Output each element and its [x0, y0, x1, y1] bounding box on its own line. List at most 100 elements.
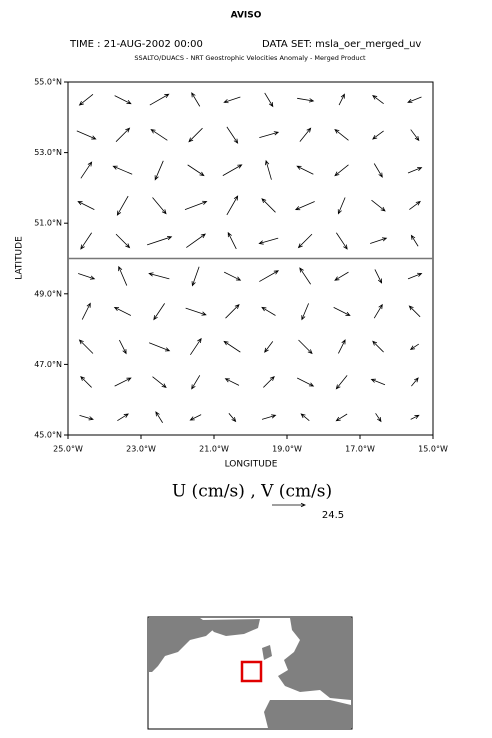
- vector-arrow: [407, 166, 423, 174]
- reference-label: 24.5: [322, 510, 344, 521]
- vector-arrow: [410, 234, 419, 247]
- vector-arrow: [115, 127, 131, 142]
- land: [202, 619, 260, 636]
- vector-arrow: [152, 376, 167, 389]
- vector-arrow: [149, 93, 170, 106]
- vector-arrow: [155, 411, 163, 423]
- vector-arrow: [407, 96, 422, 103]
- vector-arrow: [80, 375, 92, 388]
- vector-arrow: [185, 307, 207, 316]
- vector-arrow: [334, 164, 349, 177]
- vector-arrow: [294, 201, 315, 211]
- vector-arrow: [148, 272, 170, 280]
- vector-arrow: [259, 131, 280, 139]
- vector-arrow: [338, 93, 345, 106]
- vector-arrow: [259, 270, 280, 282]
- vector-arrow: [408, 305, 421, 318]
- vector-arrow: [372, 340, 384, 353]
- vector-arrow: [372, 130, 384, 140]
- vector-arrow: [191, 92, 201, 107]
- vector-arrow: [409, 200, 421, 210]
- vector-arrow: [373, 163, 383, 178]
- x-tick-label: 23.0°W: [126, 445, 156, 454]
- vector-arrow: [81, 302, 91, 320]
- y-tick-label: 53.0°N: [34, 148, 62, 157]
- vector-arrow: [191, 375, 201, 390]
- vector-arrow: [225, 304, 240, 319]
- vector-arrow: [79, 414, 94, 421]
- inset-map: [147, 616, 353, 730]
- vector-arrow: [76, 130, 97, 140]
- vector-arrow: [334, 271, 349, 281]
- vector-arrow: [118, 265, 128, 286]
- time-label: TIME : 21-AUG-2002 00:00: [69, 39, 203, 50]
- vector-arrow: [296, 377, 315, 387]
- vector-arrow: [409, 343, 420, 350]
- land: [264, 700, 351, 728]
- vector-arrow: [119, 339, 127, 355]
- vector-arrow: [112, 165, 133, 175]
- vector-arrow: [189, 414, 202, 421]
- vector-arrow: [154, 160, 164, 181]
- vector-arrow: [334, 128, 349, 141]
- vector-arrow: [223, 96, 241, 104]
- y-tick-label: 49.0°N: [34, 289, 62, 298]
- dataset-label: DATA SET: msla_oer_merged_uv: [262, 39, 421, 50]
- vector-arrow: [374, 269, 383, 284]
- x-axis-label: LONGITUDE: [225, 460, 278, 470]
- reference-arrow: [272, 502, 306, 508]
- vector-arrow: [222, 164, 243, 176]
- vector-arrow: [335, 375, 348, 390]
- vector-arrow: [411, 377, 419, 387]
- vector-arrow: [407, 272, 423, 280]
- vector-arrow: [152, 197, 167, 215]
- vector-arrow: [117, 413, 129, 422]
- vector-arrow: [336, 232, 348, 250]
- vector-arrow: [261, 198, 276, 213]
- vector-arrow: [188, 127, 203, 143]
- y-tick-label: 55.0°N: [34, 78, 62, 87]
- vector-arrow: [226, 126, 239, 144]
- vector-arrow: [223, 271, 242, 281]
- chart-title: AVISO: [231, 11, 262, 21]
- vector-arrow: [297, 97, 315, 103]
- vector-arrow: [373, 303, 383, 319]
- vector-arrow: [228, 413, 237, 423]
- x-tick-label: 17.0°W: [345, 445, 375, 454]
- vector-arrow: [410, 414, 420, 420]
- vector-arrow: [338, 339, 346, 354]
- vector-arrow: [187, 164, 205, 177]
- x-tick-label: 19.0°W: [272, 445, 302, 454]
- vector-arrow: [372, 95, 384, 105]
- vector-arrow: [115, 233, 131, 249]
- vector-arrow: [371, 199, 386, 212]
- vector-arrow: [191, 266, 200, 287]
- vector-arrow: [116, 195, 129, 216]
- vector-arrow: [258, 237, 279, 245]
- x-tick-label: 25.0°W: [53, 445, 83, 454]
- vector-arrow: [261, 414, 277, 420]
- vector-arrow: [370, 237, 388, 244]
- vector-arrow: [297, 233, 313, 249]
- vector-arrow: [184, 200, 208, 210]
- vector-arrow: [78, 93, 94, 106]
- vector-arrow: [78, 339, 94, 354]
- vector-arrow: [150, 129, 168, 141]
- vector-arrow: [298, 339, 313, 355]
- vector-arrow: [335, 413, 348, 422]
- vector-arrow: [80, 232, 92, 250]
- vector-arrow: [337, 197, 346, 215]
- vector-arrow: [264, 341, 274, 353]
- x-tick-label: 21.0°W: [199, 445, 229, 454]
- vector-arrow: [226, 195, 239, 216]
- land: [262, 645, 272, 660]
- vector-arrow: [147, 235, 173, 246]
- y-axis-label: LATITUDE: [15, 236, 25, 280]
- x-tick-label: 15.0°W: [418, 445, 448, 454]
- vector-arrow: [190, 337, 202, 356]
- vector-arrow: [300, 413, 310, 422]
- subtitle: SSALTO/DUACS - NRT Geostrophic Velocitie…: [134, 54, 366, 62]
- vector-arrow: [78, 273, 96, 280]
- vector-arrow: [299, 267, 311, 285]
- vector-arrow: [301, 303, 309, 321]
